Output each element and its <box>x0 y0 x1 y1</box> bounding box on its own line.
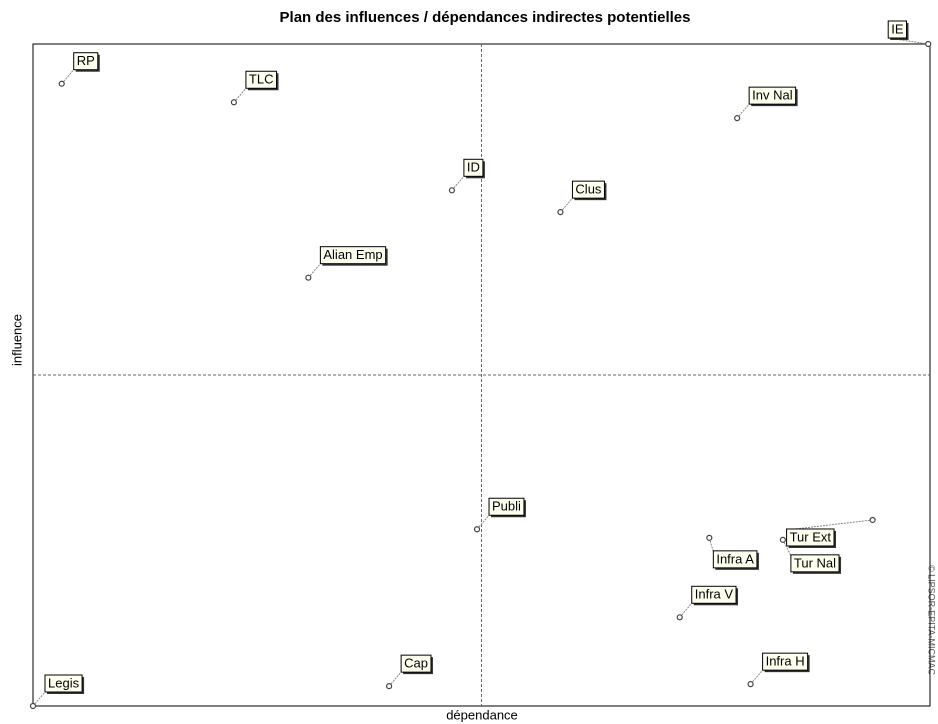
point-label: Infra H <box>766 654 805 669</box>
point-label: Cap <box>404 656 428 671</box>
point-label: RP <box>77 53 95 68</box>
label-box <box>488 497 525 516</box>
label-box <box>691 585 737 604</box>
point <box>473 526 481 533</box>
label-box <box>762 652 809 671</box>
point <box>747 681 754 688</box>
point-label: Clus <box>575 182 602 197</box>
point <box>557 209 564 216</box>
label-box <box>571 180 605 199</box>
point-label: Publi <box>492 499 521 514</box>
leader-line <box>786 519 873 531</box>
label-box <box>73 52 99 71</box>
point-label: Infra V <box>695 587 734 602</box>
point-label: Legis <box>48 675 80 690</box>
point-label: Tur Nal <box>794 555 836 570</box>
chart-title: Plan des influences / dépendances indire… <box>280 9 691 26</box>
label-box <box>245 70 277 89</box>
point-label: Inv Nal <box>752 88 793 103</box>
label-box <box>400 654 432 673</box>
point-label: TLC <box>249 72 274 87</box>
point <box>305 274 312 281</box>
x-axis-label: dépendance <box>446 707 518 722</box>
point-label: Alian Emp <box>323 247 382 262</box>
point-label: ID <box>467 160 480 175</box>
point <box>29 702 37 710</box>
label-box <box>786 528 835 547</box>
point <box>779 536 786 543</box>
point <box>448 187 455 194</box>
point <box>706 534 713 541</box>
point-label: Tur Ext <box>790 529 832 544</box>
point-label: Infra A <box>716 551 754 566</box>
label-box <box>887 20 908 39</box>
label-box <box>712 550 758 569</box>
point <box>386 683 393 690</box>
label-box <box>319 246 387 265</box>
point-label: IE <box>891 21 904 36</box>
point <box>925 40 932 48</box>
label-box <box>44 674 83 693</box>
y-axis-label: influence <box>9 314 24 366</box>
point <box>734 115 741 122</box>
leader-line <box>708 537 714 552</box>
point <box>869 516 876 524</box>
point <box>58 80 65 87</box>
label-box <box>463 158 484 177</box>
point <box>230 99 238 106</box>
label-box <box>748 86 797 105</box>
watermark: © LIPSOR-EPITA-MICMAC <box>927 565 937 675</box>
label-box <box>790 554 840 573</box>
point <box>676 614 683 621</box>
